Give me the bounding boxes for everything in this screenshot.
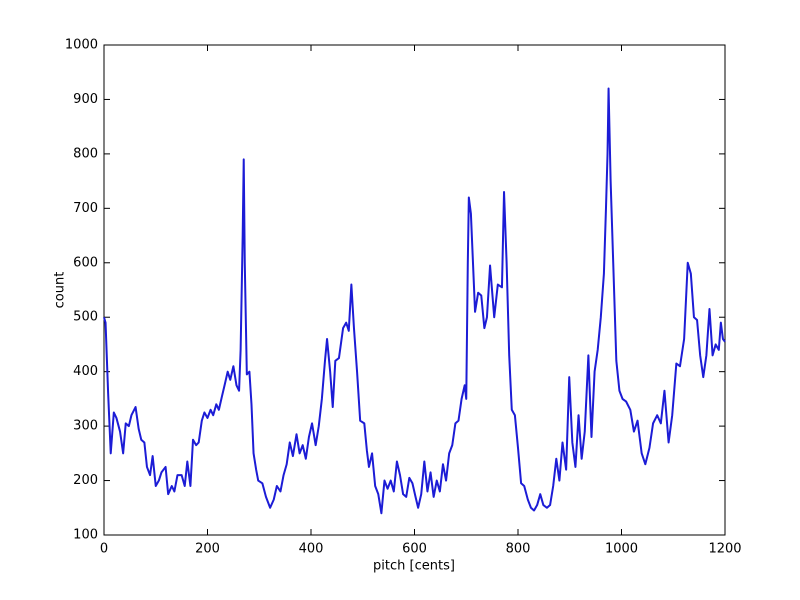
y-tick-label: 300 xyxy=(73,419,98,434)
y-tick-label: 800 xyxy=(73,146,98,161)
x-tick-label: 800 xyxy=(506,542,531,557)
y-tick-label: 600 xyxy=(73,255,98,270)
x-tick-label: 600 xyxy=(402,542,427,557)
x-axis-label: pitch [cents] xyxy=(373,559,455,574)
y-tick-label: 400 xyxy=(73,364,98,379)
x-tick-label: 1200 xyxy=(708,542,741,557)
y-tick-label: 1000 xyxy=(65,38,98,53)
x-tick-label: 1000 xyxy=(605,542,638,557)
x-tick-label: 200 xyxy=(195,542,220,557)
y-tick-label: 100 xyxy=(73,528,98,543)
y-axis-label: count xyxy=(53,272,68,309)
x-tick-label: 0 xyxy=(100,542,108,557)
y-tick-label: 500 xyxy=(73,310,98,325)
x-tick-label: 400 xyxy=(299,542,324,557)
data-line xyxy=(103,87,726,515)
y-tick-label: 700 xyxy=(73,201,98,216)
y-tick-label: 200 xyxy=(73,473,98,488)
y-tick-label: 900 xyxy=(73,92,98,107)
